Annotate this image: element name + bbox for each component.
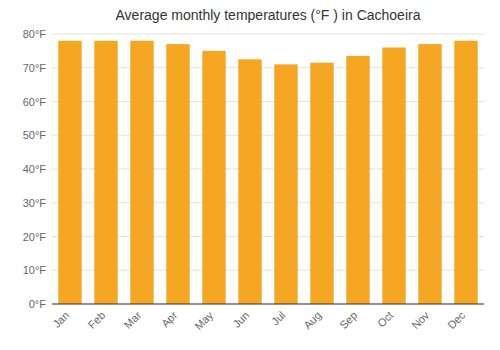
y-tick-label: 80°F (23, 28, 47, 40)
grid-line (52, 304, 484, 305)
y-tick-label: 0°F (29, 298, 47, 310)
y-tick-label: 10°F (23, 264, 47, 276)
y-tick-label: 60°F (23, 96, 47, 108)
bars (58, 41, 477, 304)
bar (274, 64, 297, 304)
chart-svg: Average monthly temperatures (°F ) in Ca… (0, 0, 500, 350)
bar (94, 41, 117, 304)
x-tick-label: Jan (50, 309, 71, 330)
bar (454, 41, 477, 304)
x-tick-label: Jun (230, 309, 251, 330)
bar (346, 56, 369, 304)
grid-line (52, 34, 484, 35)
bar (382, 48, 405, 305)
x-tick-label: Nov (409, 309, 432, 332)
x-tick-label: Mar (122, 309, 144, 331)
bar (130, 41, 153, 304)
bar (310, 63, 333, 304)
x-tick-label: Jul (269, 309, 287, 327)
chart-title: Average monthly temperatures (°F ) in Ca… (116, 7, 421, 23)
y-tick-label: 50°F (23, 129, 47, 141)
x-tick-label: Sep (337, 309, 359, 331)
y-tick-label: 40°F (23, 163, 47, 175)
bar (238, 59, 261, 304)
x-tick-label: Feb (86, 309, 108, 331)
x-tick-label: Dec (445, 309, 468, 332)
x-tick-label: Apr (159, 309, 180, 330)
bar (418, 44, 441, 304)
x-axis-line (52, 304, 484, 305)
x-tick-label: May (192, 309, 216, 333)
y-tick-label: 30°F (23, 197, 47, 209)
grid (52, 34, 484, 304)
x-tick-label: Oct (375, 309, 396, 330)
chart-container: Average monthly temperatures (°F ) in Ca… (0, 0, 500, 350)
bar (202, 51, 225, 304)
bar (58, 41, 81, 304)
y-tick-label: 70°F (23, 62, 47, 74)
bar (166, 44, 189, 304)
x-tick-label: Aug (301, 309, 323, 331)
y-tick-label: 20°F (23, 231, 47, 243)
